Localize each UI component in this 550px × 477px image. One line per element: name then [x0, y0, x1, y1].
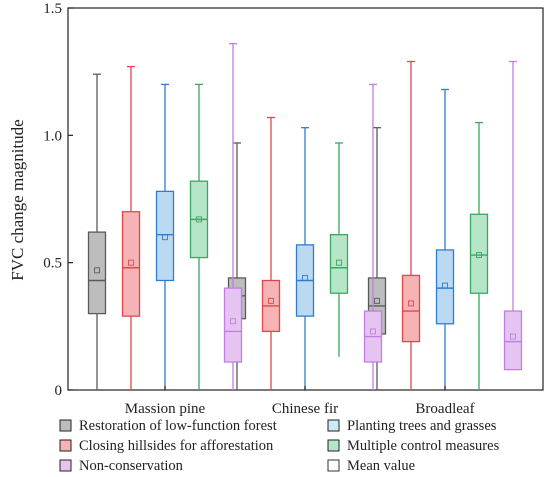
legend-item: Planting trees and grasses [327, 418, 497, 434]
mean-marker [442, 282, 448, 289]
legend-item: Non-conservation [59, 458, 184, 474]
box-broadleaf-2 [435, 88, 455, 390]
legend-swatch [59, 459, 72, 472]
box-massion-pine-1 [121, 65, 141, 390]
legend-swatch [327, 459, 340, 472]
mean-marker [230, 318, 236, 325]
iqr-box [435, 249, 455, 325]
box-massion-pine-4 [223, 43, 243, 390]
legend-item: Multiple control measures [327, 438, 500, 454]
mean-marker [196, 216, 202, 223]
mean-marker [302, 274, 308, 281]
y-tick-label: 0 [55, 383, 63, 399]
box-chinese-fir-1 [261, 116, 281, 390]
x-tick-label: Chinese fir [272, 401, 338, 417]
legend-label: Restoration of low-function forest [79, 418, 277, 434]
iqr-box [223, 287, 243, 363]
box-massion-pine-0 [87, 73, 107, 390]
box-massion-pine-2 [155, 83, 175, 390]
mean-marker [128, 259, 134, 266]
x-axis: Massion pine Chinese fir Broadleaf [125, 386, 475, 417]
y-tick-label: 0.5 [43, 256, 62, 272]
box-massion-pine-3 [189, 83, 209, 390]
y-tick-label: 1.5 [43, 1, 62, 17]
iqr-box [329, 234, 349, 294]
box-chinese-fir-4 [363, 83, 383, 390]
legend: Restoration of low-function forest Planti… [59, 418, 500, 474]
mean-marker [268, 297, 274, 304]
iqr-box [121, 211, 141, 317]
iqr-box [503, 310, 523, 371]
mean-marker [374, 297, 380, 304]
y-axis-label: FVC change magnitude [8, 119, 27, 280]
y-tick-label: 1.0 [43, 128, 62, 144]
mean-marker [162, 234, 168, 241]
legend-item: Restoration of low-function forest [59, 418, 277, 434]
mean-marker [510, 333, 516, 340]
box-chinese-fir-2 [295, 127, 315, 390]
y-axis: 0 0.5 1.0 1.5 [43, 1, 73, 399]
legend-label: Non-conservation [79, 458, 184, 474]
legend-label: Closing hillsides for afforestation [79, 438, 274, 454]
legend-swatch [327, 439, 340, 452]
box-broadleaf-1 [401, 60, 421, 390]
iqr-box [155, 190, 175, 282]
iqr-box [401, 274, 421, 343]
legend-swatch [327, 419, 340, 432]
x-tick-label: Broadleaf [415, 401, 474, 417]
box-chinese-fir-3 [329, 142, 349, 357]
legend-item: Closing hillsides for afforestation [59, 438, 274, 454]
legend-label: Mean value [347, 458, 415, 474]
mean-marker [476, 252, 482, 258]
mean-marker [336, 259, 342, 266]
plot-area [67, 7, 544, 391]
mean-marker [370, 328, 376, 335]
iqr-box [469, 213, 489, 294]
mean-marker [94, 267, 100, 274]
box-broadleaf-4 [503, 60, 523, 371]
legend-swatch [59, 439, 72, 452]
legend-swatch [59, 419, 72, 432]
legend-label: Planting trees and grasses [347, 418, 497, 434]
legend-item: Mean value [327, 458, 415, 474]
x-tick-label: Massion pine [125, 401, 206, 417]
legend-label: Multiple control measures [347, 438, 500, 454]
mean-marker [408, 300, 414, 307]
box-broadleaf-3 [469, 121, 489, 390]
